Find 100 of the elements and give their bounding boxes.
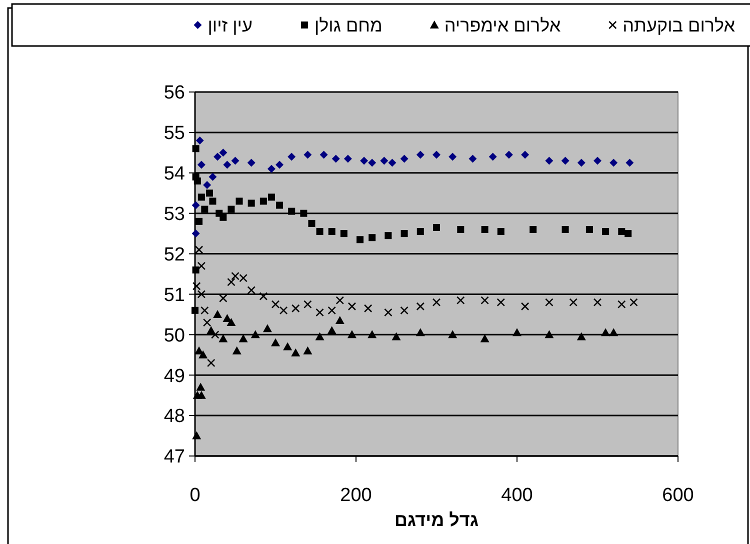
point: [192, 266, 200, 274]
point: [196, 390, 206, 399]
point: [196, 136, 204, 145]
point: [593, 298, 602, 306]
point: [327, 326, 336, 334]
point: [601, 328, 610, 336]
point: [530, 226, 537, 234]
y-tick-label: 50: [164, 325, 185, 346]
point: [416, 228, 424, 236]
point: [380, 156, 388, 165]
point: [219, 148, 228, 157]
point: [360, 156, 368, 165]
point: [304, 300, 312, 308]
point: [448, 152, 457, 161]
point: [480, 296, 489, 304]
point: [448, 330, 458, 338]
point: [316, 308, 324, 317]
point: [271, 300, 280, 308]
point: [192, 282, 201, 290]
point: [384, 232, 392, 240]
x-tick-label: 200: [340, 485, 372, 506]
point: [618, 228, 626, 236]
point: [356, 236, 364, 244]
point: [521, 150, 530, 159]
point: [231, 272, 240, 280]
point: [197, 262, 206, 270]
point: [602, 228, 610, 236]
point: [202, 318, 212, 327]
point: [304, 150, 312, 159]
point: [276, 202, 284, 209]
point: [456, 296, 465, 304]
point: [223, 160, 232, 169]
point: [228, 206, 235, 213]
point: [291, 348, 300, 356]
point: [457, 226, 464, 234]
point: [348, 302, 356, 311]
point: [208, 172, 217, 181]
point: [432, 298, 441, 306]
point: [624, 230, 632, 238]
point: [392, 332, 401, 340]
point: [192, 145, 200, 152]
point: [201, 206, 208, 213]
point: [262, 324, 272, 332]
point: [268, 194, 275, 201]
point: [630, 298, 638, 306]
point: [561, 156, 570, 165]
point: [576, 332, 586, 340]
point: [227, 278, 236, 286]
point: [416, 328, 425, 336]
point: [468, 154, 477, 163]
point: [259, 292, 268, 300]
point: [320, 150, 328, 159]
point: [388, 158, 396, 167]
point: [218, 334, 228, 342]
point: [214, 152, 222, 161]
point: [316, 228, 324, 236]
point: [247, 158, 256, 167]
point: [219, 294, 228, 302]
point: [504, 150, 513, 159]
point: [206, 326, 216, 334]
point: [226, 318, 236, 326]
point: [400, 230, 408, 238]
point: [328, 228, 336, 236]
point: [347, 330, 356, 338]
legend-label: אלרום אימפריה: [444, 15, 562, 36]
point: [626, 158, 634, 167]
point: [276, 160, 284, 169]
point: [279, 306, 288, 315]
point: [545, 156, 554, 165]
point: [569, 298, 578, 306]
y-tick-label: 49: [164, 366, 185, 387]
y-tick-label: 55: [164, 123, 185, 144]
point: [545, 298, 554, 306]
point: [520, 302, 530, 311]
point: [496, 298, 506, 306]
legend-label: מחם גולן: [314, 15, 382, 36]
point: [400, 154, 408, 163]
point: [364, 304, 372, 313]
point: [291, 304, 300, 313]
point: [432, 150, 440, 159]
point: [192, 431, 202, 440]
point: [488, 152, 497, 161]
point: [328, 306, 336, 315]
y-tick-label: 48: [164, 406, 185, 428]
point: [562, 226, 569, 234]
point: [288, 152, 296, 161]
point: [210, 330, 220, 339]
point: [618, 300, 626, 308]
point: [206, 190, 213, 197]
point: [283, 342, 292, 350]
point: [250, 330, 260, 338]
y-tick-label: 51: [164, 284, 185, 306]
point: [577, 158, 586, 167]
point: [198, 350, 208, 358]
point: [192, 230, 200, 238]
point: [368, 158, 376, 167]
point: [480, 334, 490, 342]
point: [497, 228, 504, 236]
point: [247, 286, 256, 294]
y-tick-label: 53: [164, 204, 185, 225]
